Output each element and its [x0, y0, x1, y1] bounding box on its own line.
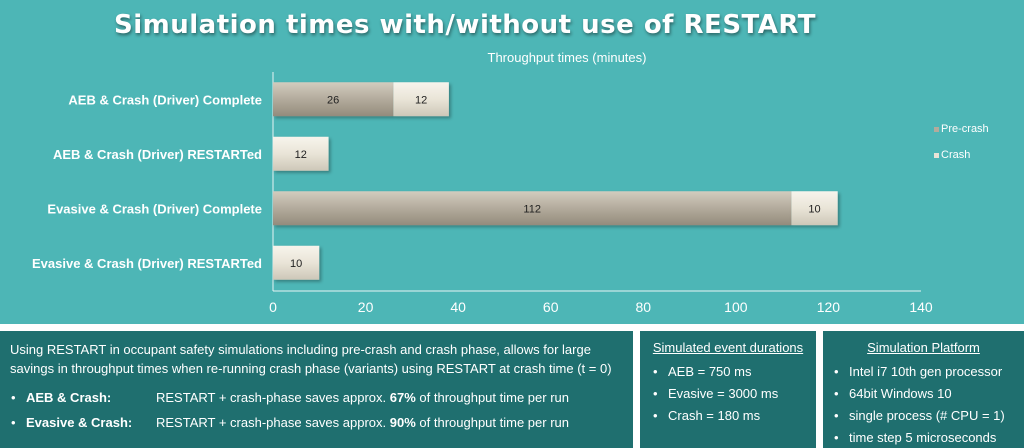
chart-area [0, 0, 1024, 324]
data-label: 26 [327, 94, 339, 106]
platform-item: single process (# CPU = 1) [833, 405, 1014, 427]
x-tick-label: 60 [543, 299, 559, 315]
x-axis-label: Throughput times (minutes) [488, 50, 647, 65]
platform-title: Simulation Platform [867, 340, 980, 355]
bullet-label: Evasive & Crash: [26, 415, 133, 430]
durations-title: Simulated event durations [652, 340, 804, 355]
bar-crash [791, 191, 838, 226]
summary-intro: Using RESTART in occupant safety simulat… [10, 342, 612, 376]
x-tick-label: 0 [269, 299, 277, 315]
duration-item: Evasive = 3000 ms [652, 383, 804, 405]
category-label: AEB & Crash (Driver) Complete [68, 92, 262, 107]
x-tick-label: 80 [635, 299, 651, 315]
bar-chart: Throughput times (minutes) 0 20 40 60 80 100 12… [32, 50, 989, 315]
category-label: Evasive & Crash (Driver) Complete [47, 201, 262, 216]
data-label: 12 [415, 94, 427, 106]
platform-panel: Simulation Platform Intel i7 10th gen pr… [823, 331, 1024, 448]
platform-item: 64bit Windows 10 [833, 383, 1014, 405]
legend-swatch [934, 153, 939, 158]
bar-crash [273, 136, 329, 171]
legend-swatch [934, 127, 939, 132]
data-label: 10 [290, 258, 302, 270]
bar-pre-crash [273, 191, 792, 226]
chart-title: Simulation times with/without use of RES… [114, 10, 816, 40]
data-label: 10 [808, 203, 820, 215]
bar-crash [273, 245, 320, 280]
category-label: AEB & Crash (Driver) RESTARTed [53, 147, 262, 162]
bar-pre-crash [273, 82, 394, 117]
duration-item: Crash = 180 ms [652, 405, 804, 427]
x-tick-label: 120 [817, 299, 841, 315]
bullet-label: AEB & Crash: [26, 390, 112, 405]
platform-item: time step 5 microseconds [833, 427, 1014, 448]
x-tick-label: 20 [358, 299, 374, 315]
summary-bullet-aeb: AEB & Crash:RESTART + crash-phase saves … [10, 390, 623, 405]
legend-label: Pre-crash [941, 123, 989, 135]
summary-panel: Using RESTART in occupant safety simulat… [0, 331, 633, 448]
data-label: 112 [523, 203, 541, 215]
x-tick-label: 140 [909, 299, 933, 315]
x-tick-label: 40 [450, 299, 466, 315]
legend-label: Crash [941, 149, 970, 161]
data-label: 12 [295, 149, 307, 161]
x-tick-label: 100 [724, 299, 748, 315]
duration-item: AEB = 750 ms [652, 361, 804, 383]
category-label: Evasive & Crash (Driver) RESTARTed [32, 256, 262, 271]
durations-panel: Simulated event durations AEB = 750 ms E… [640, 331, 816, 448]
bar-crash [393, 82, 449, 117]
summary-bullet-evasive: Evasive & Crash:RESTART + crash-phase sa… [10, 415, 623, 430]
platform-item: Intel i7 10th gen processor [833, 361, 1014, 383]
